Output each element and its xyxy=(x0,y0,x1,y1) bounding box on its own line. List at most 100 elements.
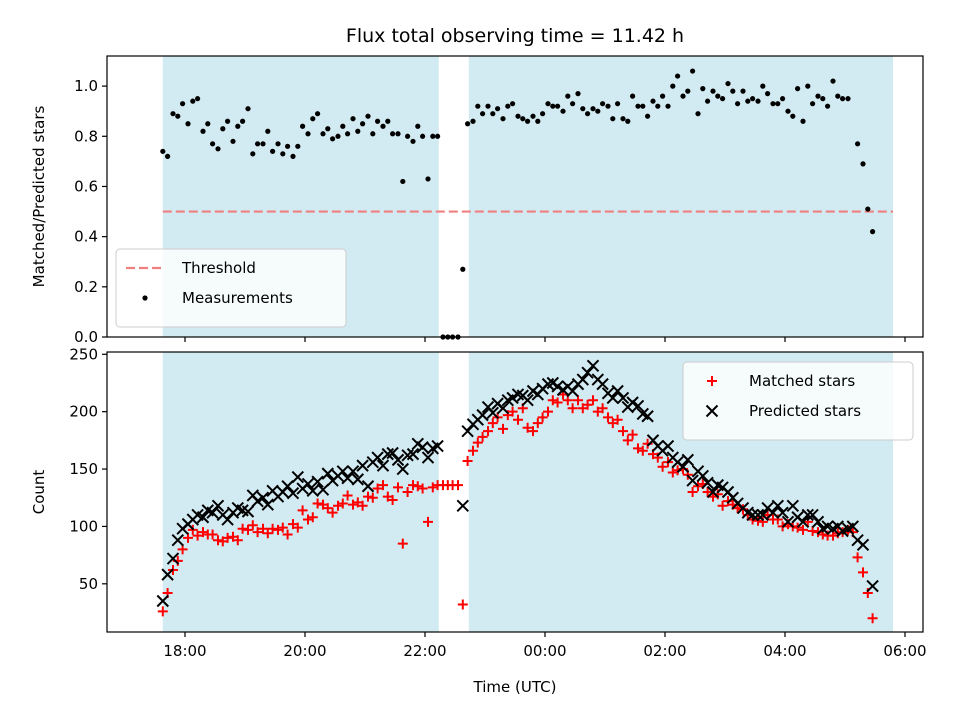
predicted-star-point xyxy=(801,508,815,522)
matched-star-point xyxy=(423,516,433,527)
measurement-point xyxy=(780,96,786,102)
x-tick-label: 18:00 xyxy=(163,642,206,660)
predicted-star-point xyxy=(211,499,225,512)
predicted-star-point xyxy=(496,402,510,415)
measurement-point xyxy=(435,133,441,139)
measurement-point xyxy=(725,80,731,87)
matched-star-point xyxy=(582,399,593,410)
matched-star-point xyxy=(397,538,408,549)
matched-star-point xyxy=(333,500,343,511)
top-y-tick-label: 0.0 xyxy=(74,328,98,346)
measurement-point xyxy=(755,98,761,104)
measurement-point xyxy=(675,73,681,79)
bottom-y-tick-label: 150 xyxy=(69,460,98,478)
predicted-star-point xyxy=(476,408,489,422)
measurements-series xyxy=(160,68,876,340)
measurement-point xyxy=(775,101,781,107)
predicted-star-point xyxy=(311,475,324,488)
predicted-star-point xyxy=(686,474,699,487)
predicted-star-point xyxy=(661,439,675,453)
matched-star-point xyxy=(378,480,388,491)
measurement-point xyxy=(210,141,216,147)
matched-star-point xyxy=(337,498,348,509)
predicted-star-point xyxy=(281,480,294,493)
predicted-star-point xyxy=(866,579,879,593)
matched-star-point xyxy=(483,426,493,437)
matched-star-point xyxy=(252,527,263,538)
matched-star-point xyxy=(667,467,678,478)
measurement-point xyxy=(220,126,226,132)
predicted-star-point xyxy=(766,506,780,519)
measurement-point xyxy=(410,138,416,144)
predicted-star-point xyxy=(156,594,170,608)
predicted-star-point xyxy=(631,399,645,413)
x-tick-label: 06:00 xyxy=(883,642,926,660)
top-y-tick-label: 0.8 xyxy=(74,127,98,145)
x-axis-label: Time (UTC) xyxy=(473,678,557,696)
matched-star-point xyxy=(522,422,533,433)
measurement-point xyxy=(380,123,386,129)
matched-star-point xyxy=(792,522,803,533)
measurement-point xyxy=(635,103,641,109)
matched-star-point xyxy=(612,414,623,425)
measurement-point xyxy=(625,118,631,124)
matched-star-point xyxy=(322,503,333,514)
measurement-point xyxy=(490,111,496,117)
measurement-point xyxy=(840,96,846,102)
matched-star-point xyxy=(637,445,648,456)
matched-star-point xyxy=(543,406,553,417)
predicted-star-point xyxy=(196,511,210,524)
predicted-star-point xyxy=(256,491,270,504)
predicted-star-point xyxy=(371,451,384,464)
measurement-point xyxy=(700,86,706,92)
predicted-star-point xyxy=(751,508,765,522)
bottom-y-tick-label: 250 xyxy=(69,345,98,363)
predicted-star-point xyxy=(291,470,305,484)
predicted-star-point xyxy=(781,515,795,529)
matched-star-point xyxy=(277,522,288,533)
matched-star-point xyxy=(567,403,578,414)
predicted-star-point xyxy=(706,485,720,499)
measurement-point xyxy=(320,131,326,137)
measurement-point xyxy=(480,111,486,117)
measurement-point xyxy=(870,229,876,235)
matched-star-point xyxy=(573,395,583,406)
measurement-point xyxy=(665,103,671,109)
bottom-y-tick-label: 200 xyxy=(69,403,98,421)
measurement-point xyxy=(335,133,341,139)
measurement-point xyxy=(375,118,381,124)
matched-star-point xyxy=(282,529,293,540)
measurement-point xyxy=(180,101,186,107)
matched-star-point xyxy=(367,492,378,503)
measurement-point xyxy=(815,93,821,99)
x-tick-label: 04:00 xyxy=(763,642,806,660)
predicted-star-point xyxy=(396,462,410,476)
predicted-star-point xyxy=(806,508,819,522)
legend-plus-swatch xyxy=(707,376,717,386)
measurement-point xyxy=(250,151,256,157)
measurement-point xyxy=(525,118,531,124)
top-legend: Threshold Measurements xyxy=(115,248,347,328)
measurement-point xyxy=(585,111,591,117)
predicted-star-point xyxy=(626,396,639,409)
predicted-star-point xyxy=(386,446,399,460)
measurement-point xyxy=(580,106,586,112)
matched-star-point xyxy=(528,426,538,437)
top-y-tick-label: 0.4 xyxy=(74,228,98,246)
predicted-star-point xyxy=(596,377,609,391)
bottom-axes-frame xyxy=(106,351,924,633)
measurement-point xyxy=(715,93,721,99)
predicted-star-point xyxy=(856,538,870,551)
predicted-star-point xyxy=(421,451,435,464)
measurement-point xyxy=(620,116,626,122)
matched-star-point xyxy=(858,567,868,578)
matched-star-point xyxy=(552,397,563,408)
measurement-point xyxy=(790,113,796,119)
predicted-star-point xyxy=(606,391,620,405)
top-legend-box xyxy=(115,248,347,328)
matched-star-point xyxy=(402,487,413,497)
measurement-point xyxy=(270,148,276,154)
measurement-point xyxy=(225,118,231,124)
measurement-point xyxy=(655,103,661,109)
predicted-star-point xyxy=(506,391,519,405)
